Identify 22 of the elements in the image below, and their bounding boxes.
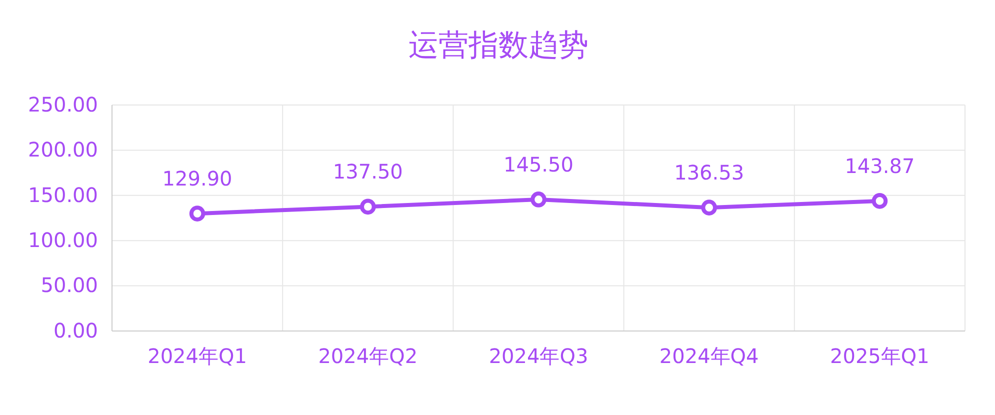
data-label: 129.90	[162, 166, 232, 191]
data-label: 145.50	[504, 152, 574, 176]
point	[189, 206, 206, 222]
y-tick-label: 0.00	[53, 318, 98, 342]
point	[530, 192, 546, 208]
x-tick-label: 2024年Q1	[148, 344, 247, 368]
y-tick-label: 150.00	[28, 182, 98, 207]
y-tick-label: 250.00	[28, 92, 98, 116]
y-tick-label: 50.00	[40, 273, 98, 298]
point	[872, 193, 888, 209]
data-label: 136.53	[674, 160, 744, 185]
x-tick-label: 2024年Q4	[659, 344, 759, 368]
x-tick-label: 2025年Q1	[830, 344, 930, 368]
x-tick-label: 2024年Q3	[488, 344, 588, 368]
chart-title: 运营指数趋势	[408, 28, 588, 63]
point	[701, 200, 718, 216]
y-tick-label: 200.00	[28, 138, 98, 162]
x-tick-label: 2024年Q2	[318, 344, 418, 368]
point	[360, 198, 376, 215]
data-label: 143.87	[844, 154, 915, 178]
data-label: 137.50	[332, 160, 403, 184]
y-tick-label: 100.00	[28, 228, 98, 252]
